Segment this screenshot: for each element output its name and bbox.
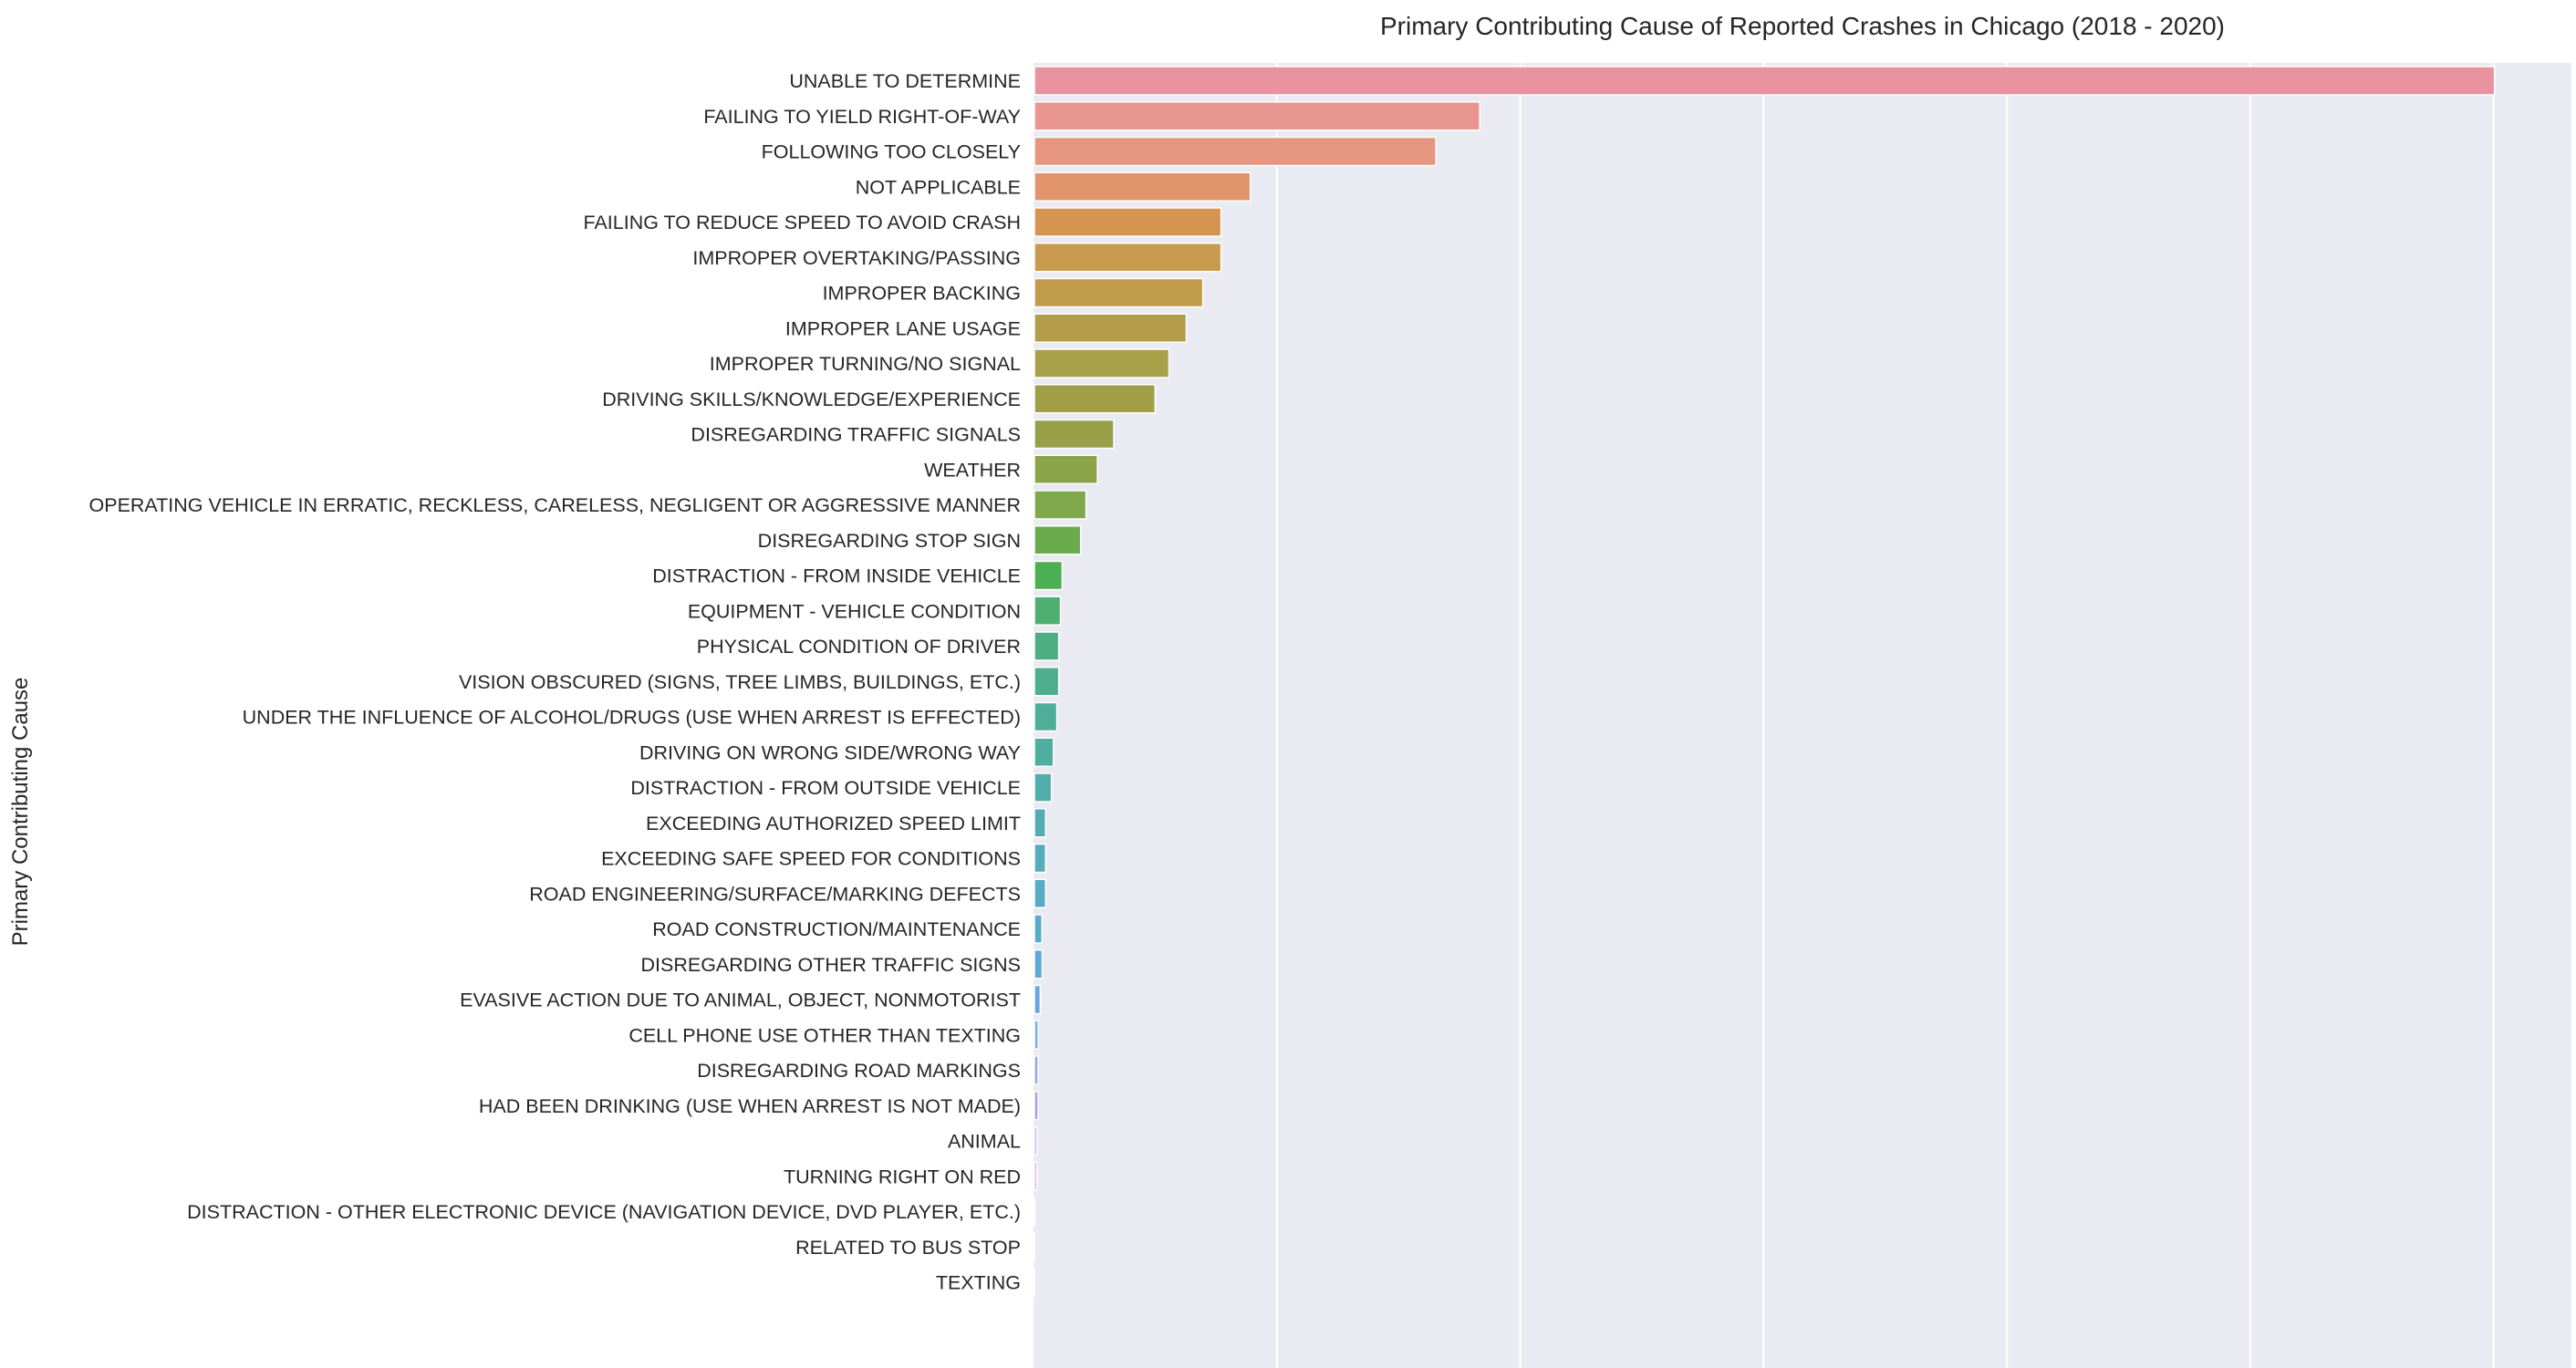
bar — [1034, 914, 1044, 944]
y-tick-label: DISTRACTION - OTHER ELECTRONIC DEVICE (N… — [187, 1201, 1021, 1223]
y-tick-label: DRIVING SKILLS/KNOWLEDGE/EXPERIENCE — [602, 389, 1021, 410]
y-tick-label: DISREGARDING STOP SIGN — [758, 530, 1021, 552]
y-tick-label: DISREGARDING OTHER TRAFFIC SIGNS — [641, 954, 1022, 976]
y-tick-label: ANIMAL — [948, 1131, 1021, 1153]
plot-area — [1034, 63, 2571, 1368]
bar — [1034, 525, 1082, 555]
y-tick-label: FOLLOWING TOO CLOSELY — [762, 141, 1021, 163]
y-tick-label: FAILING TO YIELD RIGHT-OF-WAY — [703, 106, 1021, 128]
bar — [1034, 243, 1222, 273]
bar — [1034, 737, 1054, 767]
y-tick-label: UNABLE TO DETERMINE — [789, 70, 1021, 92]
y-tick-label: EXCEEDING SAFE SPEED FOR CONDITIONS — [601, 848, 1021, 870]
bar — [1034, 384, 1157, 414]
y-tick-label: DISTRACTION - FROM INSIDE VEHICLE — [652, 565, 1021, 587]
y-tick-label: FAILING TO REDUCE SPEED TO AVOID CRASH — [584, 212, 1022, 233]
bar — [1034, 878, 1047, 908]
y-tick-label: IMPROPER LANE USAGE — [785, 317, 1021, 339]
y-tick-label: IMPROPER TURNING/NO SIGNAL — [710, 353, 1021, 375]
y-tick-label: IMPROPER OVERTAKING/PASSING — [692, 247, 1021, 269]
bar — [1034, 701, 1058, 732]
bar — [1034, 1091, 1039, 1121]
bar — [1034, 949, 1044, 979]
bars — [1034, 66, 2496, 1298]
bar — [1034, 843, 1047, 874]
bar — [1034, 1020, 1040, 1050]
y-tick-label: EVASIVE ACTION DUE TO ANIMAL, OBJECT, NO… — [460, 990, 1021, 1011]
bar — [1034, 313, 1188, 343]
chart-title: Primary Contributing Cause of Reported C… — [1380, 12, 2225, 40]
y-tick-label: TEXTING — [936, 1272, 1021, 1294]
bar — [1034, 1161, 1038, 1191]
bar — [1034, 1197, 1036, 1227]
gridlines — [1275, 63, 2495, 1368]
bar — [1034, 490, 1087, 520]
y-tick-label: UNDER THE INFLUENCE OF ALCOHOL/DRUGS (US… — [243, 707, 1021, 729]
bar — [1034, 596, 1062, 626]
bar — [1034, 1055, 1039, 1085]
y-tick-label: HAD BEEN DRINKING (USE WHEN ARREST IS NO… — [479, 1095, 1021, 1117]
y-tick-label: OPERATING VEHICLE IN ERRATIC, RECKLESS, … — [89, 494, 1022, 516]
bar — [1034, 66, 2496, 96]
y-tick-label: DISTRACTION - FROM OUTSIDE VEHICLE — [630, 777, 1021, 799]
bar — [1034, 808, 1047, 838]
y-tick-labels: UNABLE TO DETERMINE FAILING TO YIELD RIGH… — [89, 70, 1022, 1294]
y-tick-label: EQUIPMENT - VEHICLE CONDITION — [688, 600, 1021, 622]
bar — [1034, 1125, 1038, 1156]
y-tick-label: TURNING RIGHT ON RED — [784, 1166, 1021, 1187]
y-tick-label: DISREGARDING ROAD MARKINGS — [697, 1060, 1021, 1082]
plot-background — [1034, 63, 2571, 1368]
y-tick-label: IMPROPER BACKING — [823, 283, 1021, 305]
y-tick-label: DRIVING ON WRONG SIDE/WRONG WAY — [639, 741, 1021, 763]
y-tick-label: EXCEEDING AUTHORIZED SPEED LIMIT — [646, 813, 1021, 834]
bar — [1034, 171, 1252, 202]
bar — [1034, 631, 1060, 661]
bar — [1034, 667, 1060, 697]
y-tick-label: ROAD ENGINEERING/SURFACE/MARKING DEFECTS — [529, 883, 1021, 905]
y-tick-label: ROAD CONSTRUCTION/MAINTENANCE — [652, 918, 1021, 940]
y-tick-label: RELATED TO BUS STOP — [795, 1237, 1021, 1259]
bar — [1034, 101, 1480, 131]
y-tick-label: WEATHER — [924, 459, 1021, 481]
bar — [1034, 277, 1204, 308]
bar — [1034, 454, 1098, 484]
bar — [1034, 136, 1437, 167]
bar — [1034, 207, 1222, 237]
bar — [1034, 348, 1170, 378]
bar — [1034, 419, 1115, 450]
bar — [1034, 984, 1042, 1015]
bar — [1034, 560, 1064, 591]
bar — [1034, 772, 1053, 803]
y-axis-label: Primary Contributing Cause — [8, 678, 33, 947]
y-tick-label: PHYSICAL CONDITION OF DRIVER — [697, 636, 1021, 658]
y-tick-label: CELL PHONE USE OTHER THAN TEXTING — [628, 1024, 1021, 1046]
y-tick-label: NOT APPLICABLE — [856, 176, 1021, 198]
y-tick-label: VISION OBSCURED (SIGNS, TREE LIMBS, BUIL… — [459, 671, 1021, 693]
y-tick-label: DISREGARDING TRAFFIC SIGNALS — [691, 424, 1021, 446]
